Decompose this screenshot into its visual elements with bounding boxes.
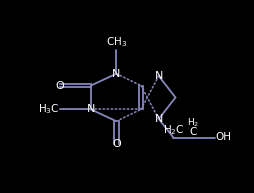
Text: N: N (154, 71, 163, 81)
Text: O: O (55, 80, 64, 91)
Text: N: N (87, 104, 95, 114)
Text: OH: OH (216, 132, 232, 142)
Text: H$_3$C: H$_3$C (38, 102, 59, 116)
Text: CH$_3$: CH$_3$ (106, 35, 127, 49)
Text: N: N (154, 114, 163, 124)
Text: C: C (189, 127, 197, 137)
Text: H$_2$C: H$_2$C (163, 123, 184, 137)
Text: O: O (112, 139, 121, 149)
Text: N: N (112, 69, 121, 79)
Text: H$_2$: H$_2$ (187, 117, 199, 130)
